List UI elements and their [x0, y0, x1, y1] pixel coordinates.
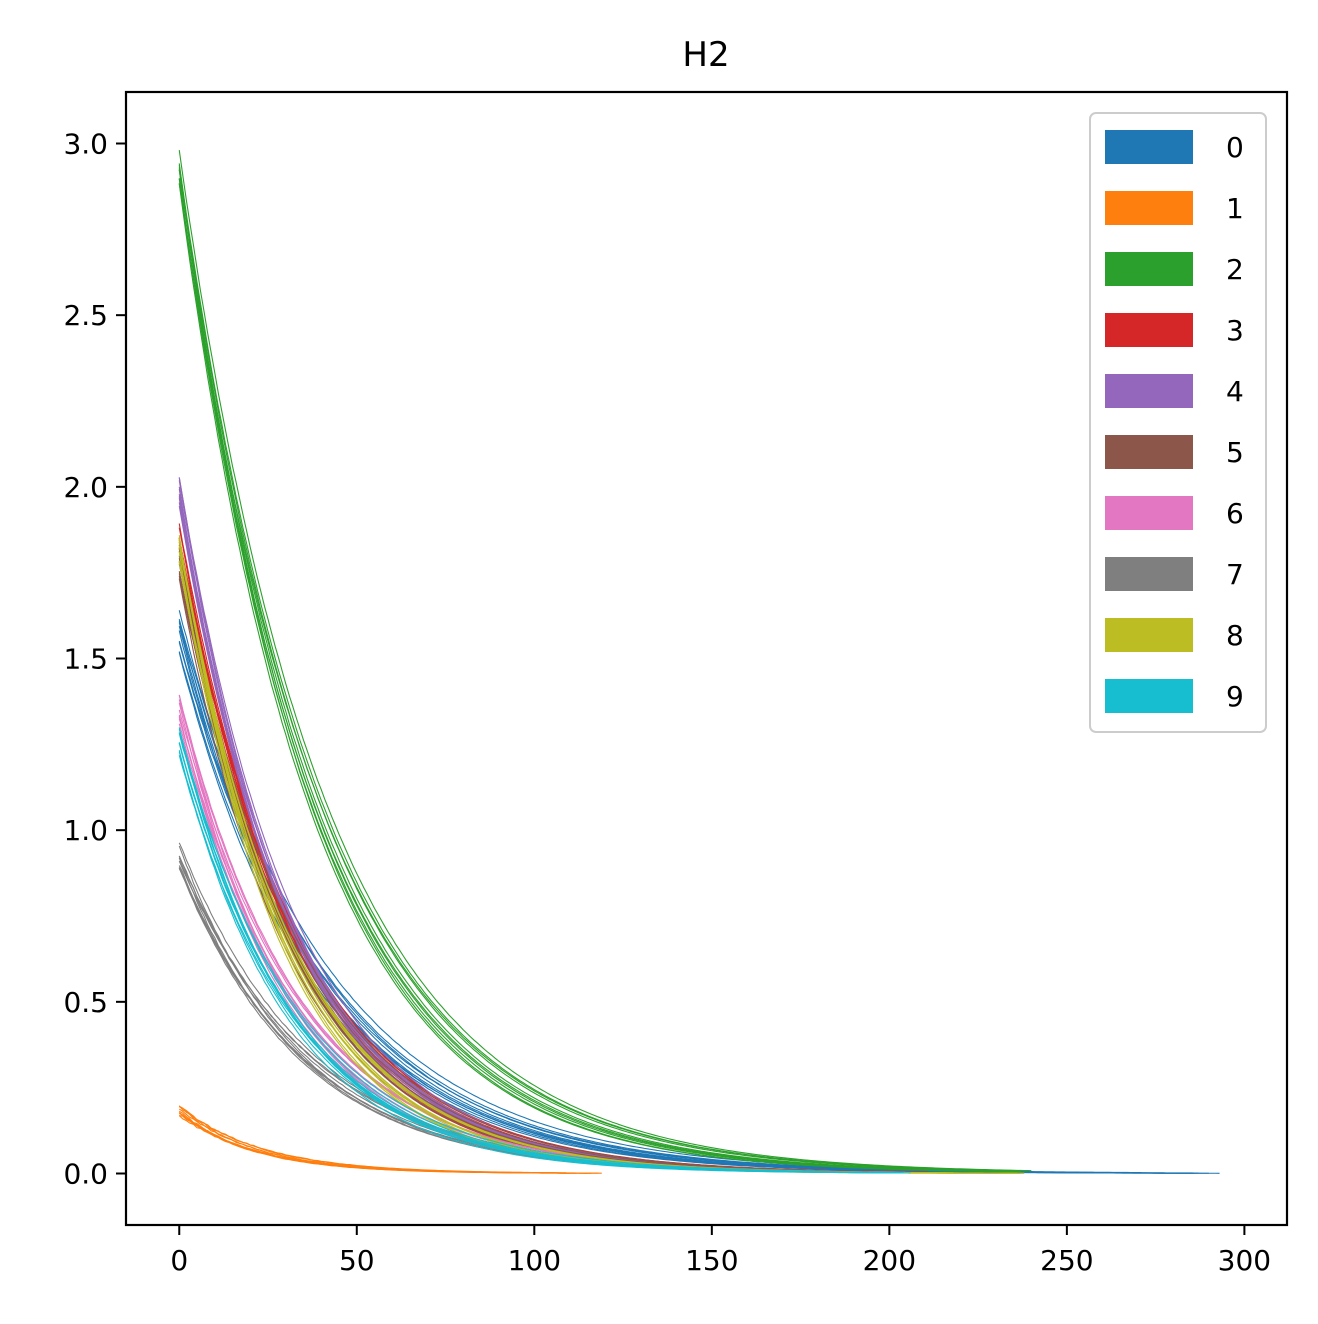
legend-label: 8: [1226, 619, 1244, 652]
legend-label: 6: [1226, 497, 1244, 530]
plot-lines: [178, 150, 1220, 1174]
legend-label: 4: [1226, 375, 1244, 408]
series-2: [178, 150, 1032, 1173]
legend: 0 1 2 3 4 5 6 7 8 9: [1089, 112, 1267, 733]
chart-title: H2: [682, 35, 729, 75]
legend-label: 3: [1226, 314, 1244, 347]
series-line: [179, 1106, 599, 1174]
series-line: [178, 733, 865, 1173]
legend-label: 2: [1226, 253, 1244, 286]
legend-label: 9: [1226, 680, 1244, 713]
legend-swatch: [1105, 496, 1193, 530]
series-line: [178, 183, 1028, 1172]
series-line: [178, 557, 861, 1172]
x-tick-label: 200: [863, 1244, 916, 1277]
legend-swatch: [1105, 313, 1193, 347]
y-tick-label: 2.0: [63, 471, 108, 504]
y-tick-label: 0.0: [63, 1158, 108, 1191]
y-axis: 0.0 0.5 1.0 1.5 2.0 2.5 3.0: [63, 128, 126, 1191]
legend-label: 1: [1226, 192, 1244, 225]
legend-label: 5: [1226, 436, 1244, 469]
series-1: [178, 1105, 602, 1174]
x-tick-label: 50: [339, 1244, 375, 1277]
y-tick-label: 1.5: [63, 643, 108, 676]
x-axis: 0 50 100 150 200 250 300: [170, 1225, 1271, 1277]
legend-swatch: [1105, 374, 1193, 408]
legend-swatch: [1105, 557, 1193, 591]
legend-label: 0: [1226, 131, 1244, 164]
y-tick-label: 2.5: [63, 299, 108, 332]
legend-swatch: [1105, 435, 1193, 469]
y-tick-label: 3.0: [63, 128, 108, 161]
x-tick-label: 100: [508, 1244, 561, 1277]
series-line: [178, 169, 982, 1172]
series-line: [178, 150, 1032, 1172]
series-line: [178, 755, 858, 1173]
legend-swatch: [1105, 618, 1193, 652]
x-tick-label: 300: [1218, 1244, 1271, 1277]
legend-swatch: [1105, 252, 1193, 286]
x-tick-label: 250: [1040, 1244, 1093, 1277]
legend-swatch: [1105, 679, 1193, 713]
legend-label: 7: [1226, 558, 1244, 591]
x-tick-label: 150: [685, 1244, 738, 1277]
series-line: [178, 183, 1011, 1173]
y-tick-label: 0.5: [63, 986, 108, 1019]
legend-swatch: [1105, 130, 1193, 164]
legend-swatch: [1105, 191, 1193, 225]
series-9: [178, 727, 911, 1174]
y-tick-label: 1.0: [63, 814, 108, 847]
x-tick-label: 0: [170, 1244, 188, 1277]
